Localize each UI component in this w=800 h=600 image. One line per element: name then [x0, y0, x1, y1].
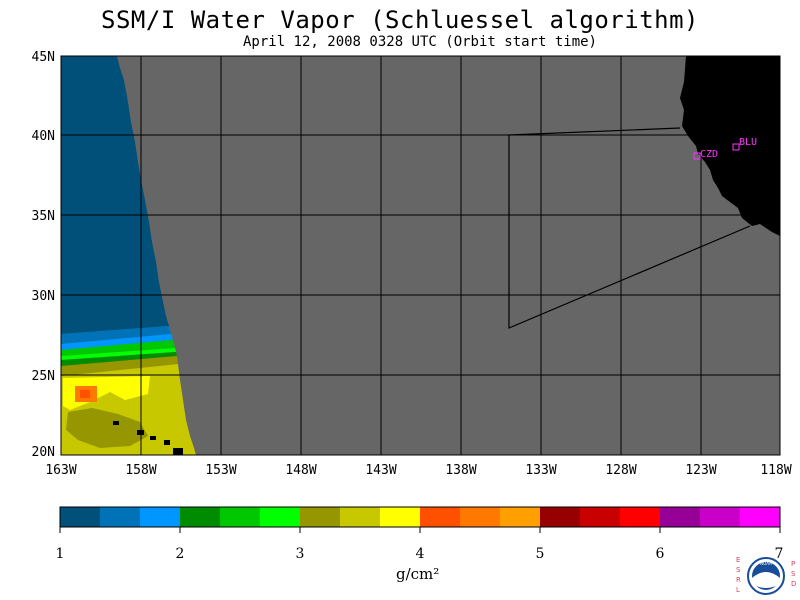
colorbar-segment — [260, 507, 301, 527]
colorbar-tick-label: 2 — [175, 546, 185, 562]
colorbar-segment — [340, 507, 381, 527]
station-marker-blu — [732, 143, 740, 151]
vapor-region-medium-blue — [61, 326, 171, 344]
colorbar-segment — [580, 507, 621, 527]
station-label-czd: CZD — [700, 149, 718, 160]
noaa-emblem-text: NOAA — [760, 561, 772, 566]
lon-label: 163W — [45, 463, 76, 478]
map-subtitle: April 12, 2008 0328 UTC (Orbit start tim… — [242, 34, 597, 50]
colorbar-ticks — [59, 527, 781, 533]
colorbar-units: g/cm² — [396, 565, 440, 583]
colorbar-segment — [100, 507, 141, 527]
map-grid — [61, 56, 780, 455]
colorbar-tick-label: 4 — [415, 546, 425, 562]
map-frame — [60, 55, 781, 456]
lon-label: 128W — [605, 463, 636, 478]
noaa-emblem-bird — [752, 572, 780, 588]
colorbar-segment — [60, 507, 101, 527]
colorbar-segment — [540, 507, 581, 527]
vapor-region-bright-blue — [61, 334, 173, 350]
station-label-blu: BLU — [739, 137, 757, 148]
colorbar-segment — [220, 507, 261, 527]
colorbar-segment — [140, 507, 181, 527]
logo-letter: S — [791, 570, 796, 578]
colorbar-tick-label: 3 — [295, 546, 305, 562]
longitude-labels: 163W 158W 153W 148W 143W 138W 133W 128W … — [45, 463, 791, 478]
colorbar-segment — [420, 507, 461, 527]
logo-letter: L — [736, 586, 740, 594]
colorbar-tick-label: 6 — [655, 546, 665, 562]
colorbar-segment — [300, 507, 341, 527]
colorbar-segment — [740, 507, 781, 527]
logo-letter: D — [791, 580, 796, 588]
latitude-labels: 45N 40N 35N 30N 25N 20N — [32, 50, 55, 460]
colorbar-tick-label: 5 — [535, 546, 545, 562]
lat-label: 20N — [32, 445, 55, 460]
lon-label: 143W — [365, 463, 396, 478]
map-title: SSM/I Water Vapor (Schluessel algorithm) — [101, 6, 699, 34]
lat-label: 25N — [32, 369, 55, 384]
station-marker-czd — [693, 152, 701, 160]
lon-label: 148W — [285, 463, 316, 478]
lat-label: 40N — [32, 129, 55, 144]
colorbar-segment — [380, 507, 421, 527]
lon-label: 118W — [760, 463, 791, 478]
colorbar-segment — [500, 507, 541, 527]
vapor-region-low — [61, 56, 169, 334]
vapor-region-green — [61, 340, 175, 356]
lon-label: 133W — [525, 463, 556, 478]
colorbar-segment — [460, 507, 501, 527]
lon-label: 153W — [205, 463, 236, 478]
region-outline — [508, 127, 751, 329]
land-western-us — [680, 56, 780, 236]
colorbar — [60, 507, 781, 527]
logo-letter: P — [791, 560, 795, 568]
lon-label: 123W — [685, 463, 716, 478]
vapor-region-dark-green — [61, 352, 177, 366]
colorbar-segment — [180, 507, 221, 527]
lat-label: 35N — [32, 209, 55, 224]
lat-label: 45N — [32, 50, 55, 65]
vapor-region-olive-patch — [66, 408, 148, 448]
vapor-region-olive — [61, 356, 178, 376]
logo-letter: S — [736, 566, 741, 574]
vapor-region-red-orange — [80, 390, 90, 398]
colorbar-segment — [660, 507, 701, 527]
colorbar-tick-label: 1 — [55, 546, 65, 562]
colorbar-tick-label: 7 — [774, 546, 784, 562]
noaa-esrl-logo: E S R L P S D NOAA — [736, 556, 796, 595]
lon-label: 138W — [445, 463, 476, 478]
vapor-region-bright-green — [61, 348, 176, 360]
colorbar-segment — [700, 507, 741, 527]
colorbar-segment — [620, 507, 661, 527]
logo-letter: E — [736, 556, 740, 564]
logo-letter: R — [736, 576, 741, 584]
lon-label: 158W — [125, 463, 156, 478]
lat-label: 30N — [32, 289, 55, 304]
